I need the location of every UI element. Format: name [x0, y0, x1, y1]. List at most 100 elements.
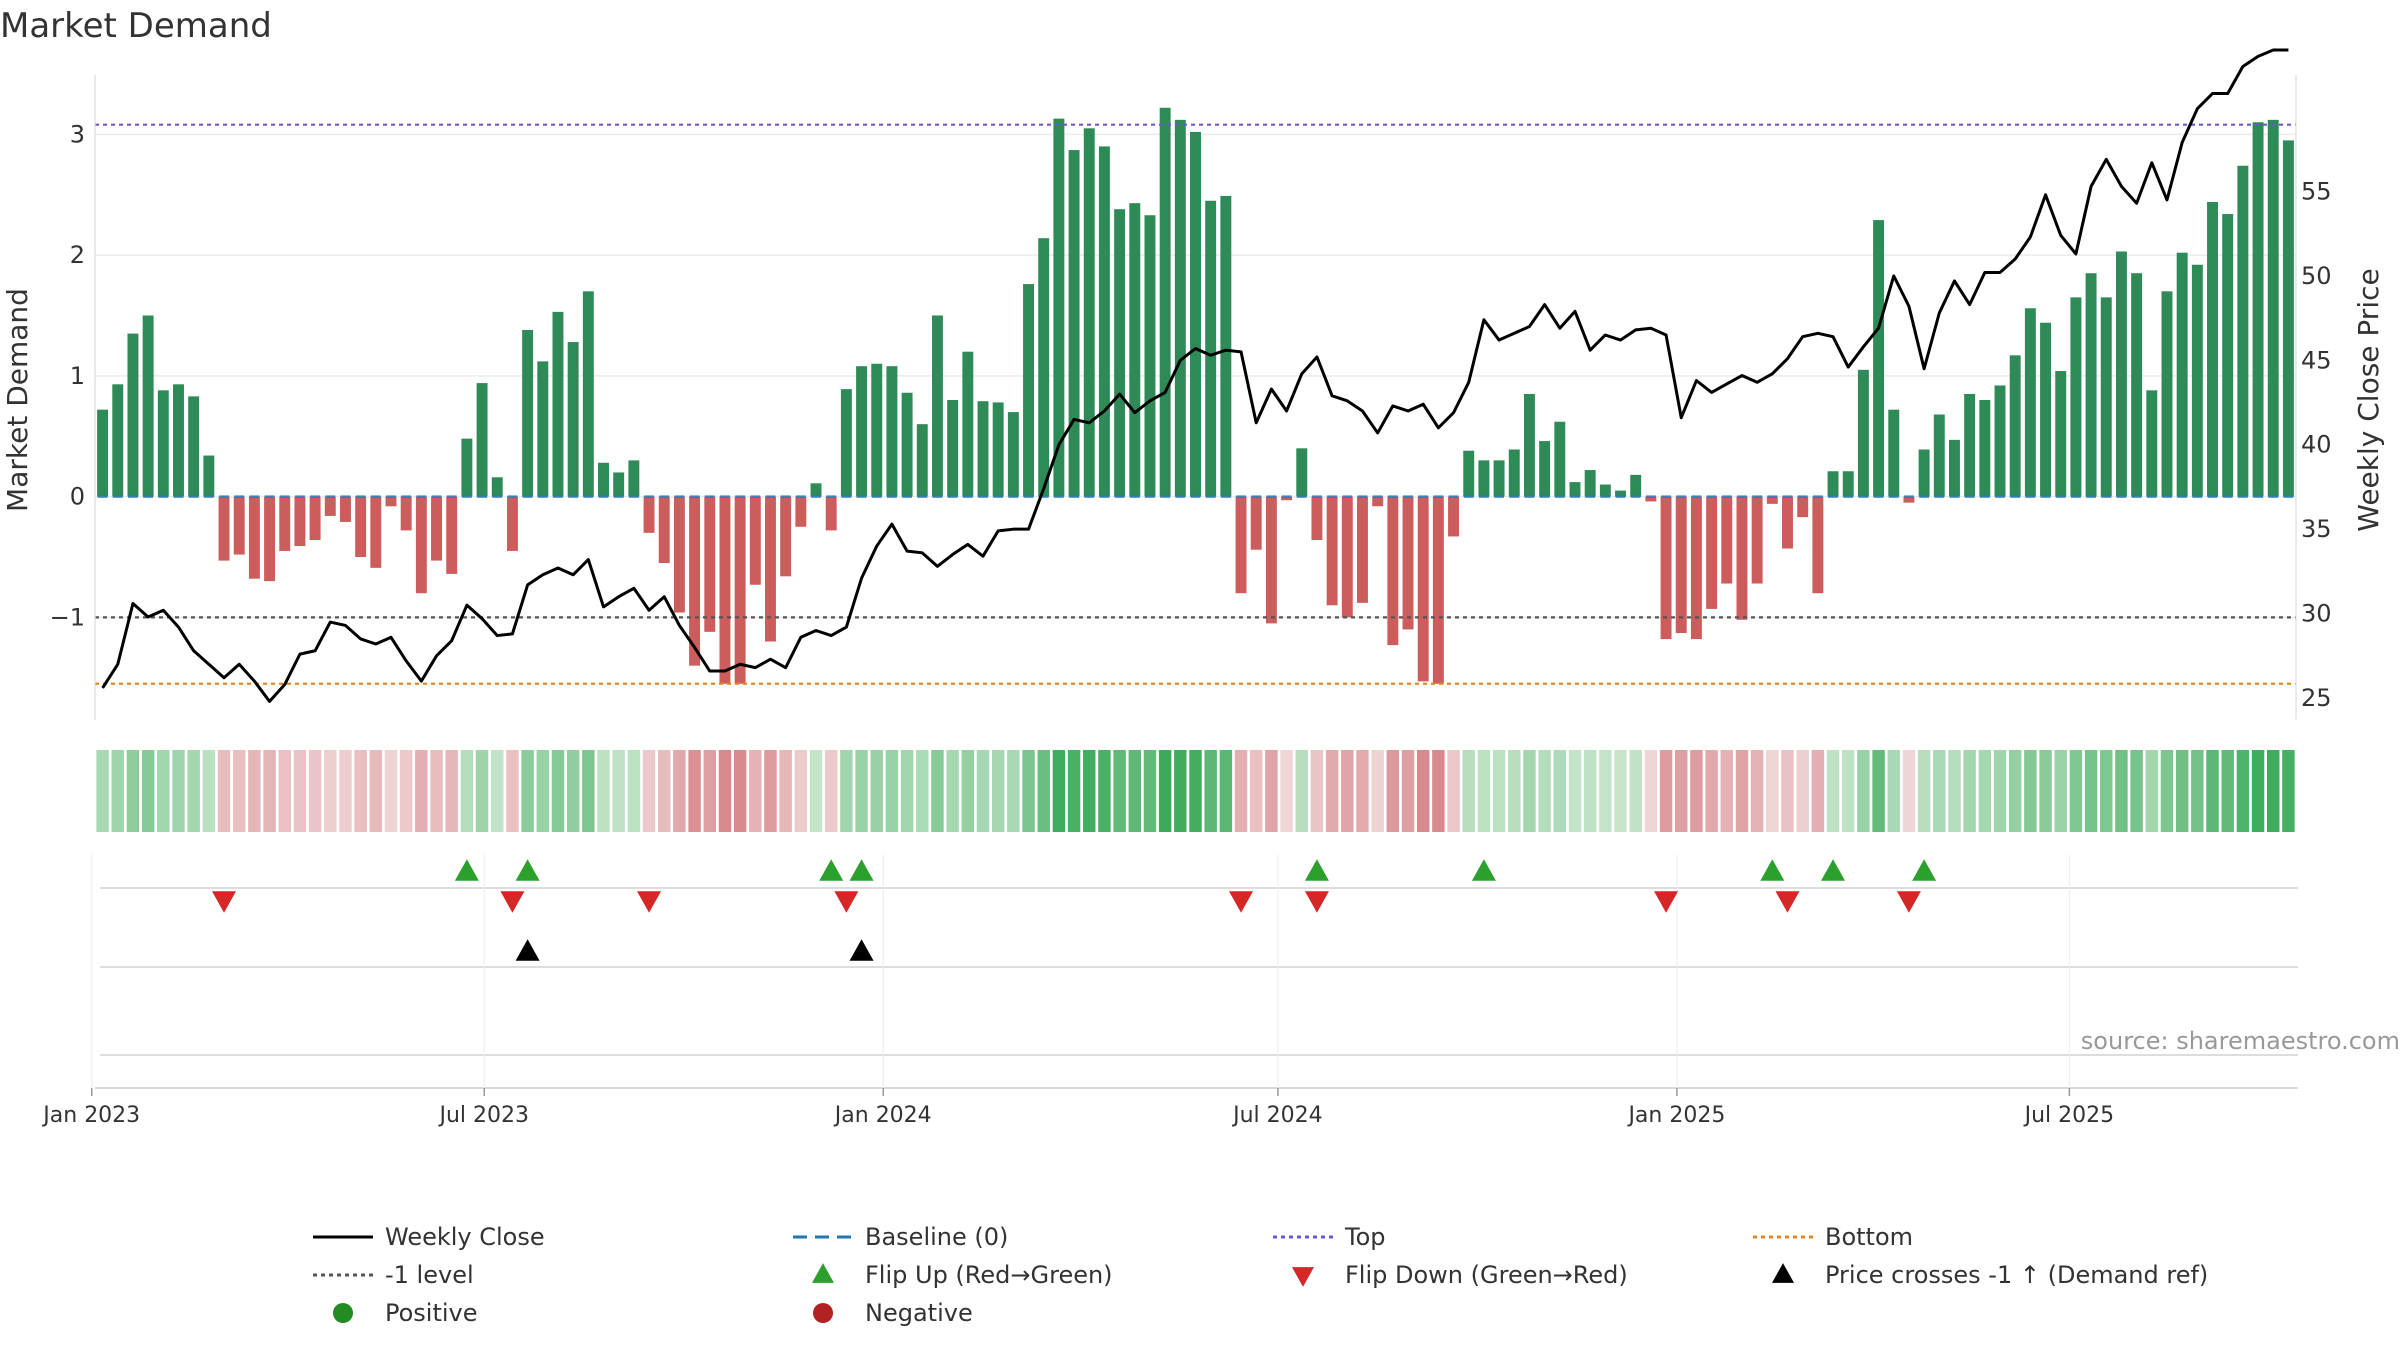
- heat-cell: [931, 750, 944, 832]
- demand-bar: [431, 496, 442, 561]
- demand-bar: [931, 315, 943, 497]
- heat-cell: [551, 750, 565, 832]
- heat-cell: [946, 750, 959, 832]
- demand-bar: [1281, 496, 1293, 501]
- heat-cell: [536, 750, 550, 832]
- heat-cell: [991, 750, 1005, 832]
- heat-cell: [2054, 750, 2067, 832]
- heat-cell: [217, 750, 231, 832]
- demand-bar: [810, 483, 822, 497]
- flip-up-marker: [849, 859, 874, 881]
- heat-cell: [2175, 750, 2189, 832]
- demand-bar: [476, 383, 488, 497]
- demand-bar: [643, 496, 655, 533]
- demand-bar: [1933, 414, 1945, 497]
- heat-cell: [1720, 750, 1733, 832]
- demand-bar: [1114, 209, 1126, 497]
- y-tick-right: 35: [2301, 515, 2332, 543]
- demand-bar: [1812, 496, 1824, 594]
- demand-bar: [1736, 496, 1748, 620]
- demand-bar: [1554, 421, 1566, 497]
- heat-cell: [855, 750, 868, 832]
- heat-cell: [1766, 750, 1779, 832]
- demand-bar: [734, 496, 746, 684]
- flip-up-marker: [1471, 859, 1496, 881]
- demand-bar: [901, 392, 913, 497]
- y-axis-label-left: Market Demand: [1, 288, 34, 512]
- demand-bar: [1387, 496, 1399, 646]
- demand-bar: [537, 361, 549, 497]
- demand-bar: [491, 477, 503, 497]
- demand-bar: [2115, 251, 2127, 497]
- heat-cell: [1022, 750, 1035, 832]
- heat-cell: [1447, 750, 1460, 832]
- heat-cell: [1659, 750, 1673, 832]
- demand-bar: [1129, 203, 1141, 497]
- heat-cell: [263, 750, 276, 832]
- heat-cell: [1416, 750, 1430, 832]
- demand-bar: [1508, 449, 1520, 497]
- heat-cell: [1553, 750, 1567, 832]
- flip-down-marker: [637, 891, 662, 913]
- demand-bar: [1372, 496, 1384, 507]
- heat-cell: [126, 750, 140, 832]
- flip-up-marker: [819, 859, 844, 881]
- weekly-close-line: [101, 48, 2289, 703]
- demand-bar: [598, 462, 609, 497]
- heat-cell: [2039, 750, 2052, 832]
- flip-up-marker: [1821, 859, 1846, 881]
- demand-bar: [218, 496, 230, 561]
- heat-cell: [308, 750, 322, 832]
- event-markers: [91, 855, 2298, 1089]
- heat-cell: [885, 750, 899, 832]
- x-tick-label: Jan 2024: [833, 1103, 932, 1128]
- demand-bar: [112, 384, 124, 497]
- demand-bar: [127, 333, 139, 497]
- heat-cell: [1265, 750, 1278, 832]
- demand-bar: [385, 496, 397, 507]
- heat-cell: [1675, 750, 1688, 832]
- legend: Weekly Close Baseline (0) Top Bottom -1 leve…: [313, 1223, 2208, 1327]
- demand-bar: [567, 342, 579, 497]
- heat-cell: [1811, 750, 1825, 832]
- y-tick-left: 1: [70, 362, 85, 390]
- demand-bar: [749, 496, 761, 585]
- y-tick-left: 0: [70, 483, 85, 511]
- demand-bar: [1827, 471, 1839, 497]
- axes-layer: −1 0 1 2 3 25 30 35 40 45 50 55: [50, 75, 2332, 720]
- legend-label: -1 level: [385, 1261, 474, 1289]
- y-tick-right: 50: [2301, 262, 2332, 290]
- demand-bar: [1007, 412, 1019, 497]
- heat-cell: [1356, 750, 1369, 832]
- legend-label: Bottom: [1825, 1223, 1913, 1251]
- flip-up-marker: [1912, 859, 1937, 881]
- heat-cell: [369, 750, 383, 832]
- demand-bar: [582, 291, 594, 497]
- heat-cell: [1007, 750, 1020, 832]
- demand-bar: [658, 496, 670, 564]
- heat-cell: [1629, 750, 1642, 832]
- demand-bar: [294, 496, 306, 547]
- y-tick-right: 30: [2301, 600, 2332, 628]
- heat-cell: [840, 750, 853, 832]
- demand-bar: [1448, 496, 1460, 537]
- demand-bar: [1857, 369, 1869, 497]
- heat-cell: [2115, 750, 2128, 832]
- demand-bar: [1660, 496, 1672, 640]
- heat-cell: [1917, 750, 1931, 832]
- legend-swatch: [813, 1303, 833, 1323]
- heat-cell: [1796, 750, 1809, 832]
- flip-up-marker: [1304, 859, 1329, 881]
- heat-cell: [1280, 750, 1293, 832]
- heat-cell: [1325, 750, 1339, 832]
- flip-up-marker: [1760, 859, 1785, 881]
- x-tick-label: Jan 2025: [1626, 1103, 1725, 1128]
- demand-bar: [1964, 393, 1976, 497]
- heat-cell: [2236, 750, 2250, 832]
- heat-cell: [961, 750, 975, 832]
- heat-cell: [1432, 750, 1445, 832]
- heat-cell: [187, 750, 200, 832]
- demand-bar: [1888, 409, 1900, 497]
- heat-cell: [2100, 750, 2113, 832]
- demand-bar: [704, 496, 716, 632]
